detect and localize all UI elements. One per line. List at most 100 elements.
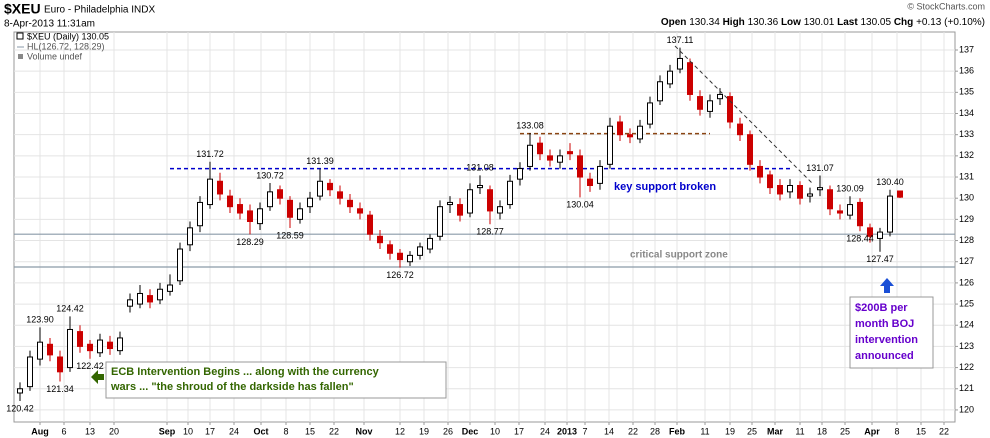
candle-body (37, 341, 43, 360)
y-tick-label: 125 (959, 298, 974, 308)
y-tick-label: 134 (959, 108, 974, 118)
y-tick-label: 133 (959, 129, 974, 139)
candle-body (537, 142, 543, 155)
quote: Open 130.34 High 130.36 Low 130.01 Last … (661, 17, 985, 28)
candle-body (877, 231, 883, 239)
candle-body (187, 227, 193, 246)
note-text: wars ... "the shroud of the darkside has… (110, 381, 354, 393)
x-tick-label: 7 (582, 426, 587, 436)
low-label: 121.34 (46, 384, 74, 394)
candle-body (397, 252, 403, 261)
credit: © StockCharts.com (907, 1, 985, 11)
quote-value: +0.13 (+0.10%) (916, 17, 985, 28)
candle-body (437, 206, 443, 237)
candle-body (17, 388, 23, 394)
candle-body (687, 62, 693, 95)
date: 8-Apr-2013 11:31am (4, 19, 95, 30)
high-label: 137.11 (667, 35, 694, 45)
x-tick-label: 18 (817, 426, 827, 436)
quote-label: Low (781, 17, 801, 28)
candle-body (577, 155, 583, 178)
high-label: 133.08 (516, 120, 544, 130)
candle-body (767, 174, 773, 189)
quote-label: Open (661, 17, 687, 28)
candle-body (317, 180, 323, 197)
legend-item: $XEU (Daily) 130.05 (27, 31, 109, 41)
low-label: 120.42 (6, 403, 34, 413)
candle-body (547, 155, 553, 161)
candle-body (427, 237, 433, 250)
y-tick-label: 122 (959, 362, 974, 372)
candle-body (617, 121, 623, 136)
high-label: 123.90 (26, 315, 54, 325)
high-label: 131.72 (196, 149, 224, 159)
y-tick-label: 131 (959, 171, 974, 181)
x-tick-label: 22 (939, 426, 949, 436)
x-tick-label: 17 (514, 426, 524, 436)
y-tick-label: 132 (959, 150, 974, 160)
candle-body (127, 299, 133, 307)
x-tick-label: 15 (305, 426, 315, 436)
candle-body (867, 227, 873, 237)
candle-body (587, 178, 593, 187)
low-label: 126.72 (386, 270, 414, 280)
candle-body (367, 214, 373, 235)
high-label: 131.07 (806, 163, 834, 173)
legend-icon (18, 54, 23, 59)
low-label: 128.29 (236, 237, 264, 247)
high-label: 130.40 (876, 177, 904, 187)
candle-body (117, 337, 123, 352)
candle-body (307, 197, 313, 208)
low-label: 127.47 (866, 254, 894, 264)
candle-body (517, 168, 523, 180)
x-tick-label: 11 (795, 426, 804, 436)
candle-body (657, 81, 663, 102)
x-tick-label: 11 (700, 426, 709, 436)
x-tick-label: 26 (443, 426, 453, 436)
candle-body (167, 284, 173, 292)
candle-body (707, 100, 713, 112)
x-tick-label: 10 (490, 426, 500, 436)
candle-body (727, 96, 733, 123)
candle-body (507, 180, 513, 206)
candle-body (827, 189, 833, 210)
candle-body (597, 165, 603, 184)
candle-body (157, 288, 163, 301)
candle-body (417, 246, 423, 256)
candle-body (77, 331, 83, 347)
candle-body (327, 182, 333, 191)
y-tick-label: 136 (959, 66, 974, 76)
x-tick-label: 25 (840, 426, 850, 436)
candle-body (447, 201, 453, 206)
high-label: 131.39 (306, 156, 334, 166)
high-label: 131.08 (466, 163, 494, 173)
plot-frame (13, 31, 956, 423)
y-tick-label: 127 (959, 256, 974, 266)
y-tick-label: 137 (959, 44, 974, 54)
x-tick-label: 19 (419, 426, 429, 436)
candle-body (57, 356, 63, 373)
symbol-name: Euro - Philadelphia INDX (44, 5, 155, 16)
candle-body (197, 201, 203, 227)
candle-body (97, 339, 103, 354)
x-tick-label: 10 (183, 426, 193, 436)
x-tick-label: Mar (767, 426, 784, 436)
candle-body (677, 57, 683, 70)
candle-body (347, 199, 353, 208)
y-tick-label: 129 (959, 214, 974, 224)
x-tick-label: 24 (540, 426, 550, 436)
candle-body (407, 254, 413, 263)
candle-body (227, 195, 233, 208)
x-tick-label: 17 (205, 426, 215, 436)
candle-body (487, 189, 493, 212)
low-label: 128.59 (276, 230, 304, 240)
x-tick-label: 15 (916, 426, 926, 436)
annotation: critical support zone (630, 250, 728, 261)
candle-body (457, 204, 463, 216)
x-tick-label: Aug (31, 426, 49, 436)
candle-body (647, 102, 653, 125)
candle-body (297, 208, 303, 220)
note-arrow (880, 278, 894, 293)
quote-label: Chg (894, 17, 913, 28)
